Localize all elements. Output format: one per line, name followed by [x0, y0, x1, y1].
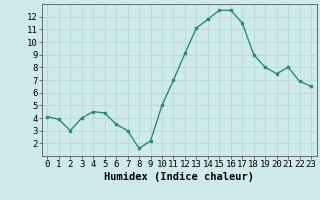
X-axis label: Humidex (Indice chaleur): Humidex (Indice chaleur) [104, 172, 254, 182]
